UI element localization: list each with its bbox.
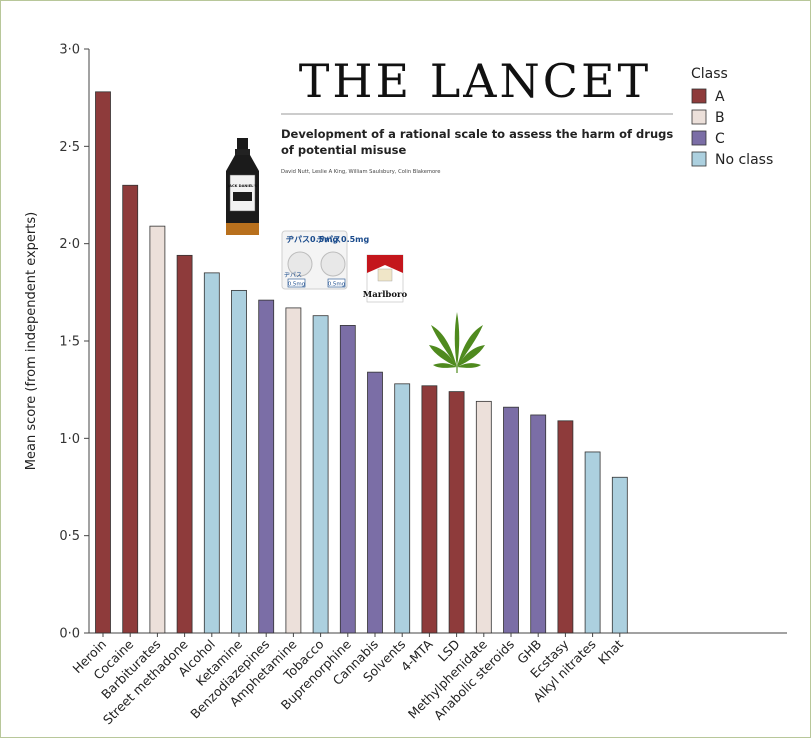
- bar-heroin: [95, 91, 111, 634]
- bar-street-methadone: [176, 254, 193, 634]
- bar-lsd: [448, 391, 465, 634]
- cigarette-pack-image: Marlboro: [363, 254, 408, 303]
- y-tick-label: 2·0: [59, 237, 80, 252]
- legend-swatch: [691, 109, 707, 125]
- bar-buprenorphine: [339, 325, 356, 634]
- y-tick-label: 1·0: [59, 432, 80, 447]
- bar-methylphenidate: [475, 400, 492, 634]
- whiskey-bottle-image: JACK DANIEL'S: [226, 138, 259, 235]
- legend-label: No class: [715, 152, 773, 168]
- legend-label: A: [715, 89, 725, 105]
- bar-ketamine: [231, 289, 247, 634]
- legend-label: B: [715, 110, 725, 126]
- bar-ghb: [530, 414, 547, 634]
- y-tick-label: 0·0: [59, 627, 80, 642]
- bar-tobacco: [312, 315, 329, 634]
- legend-swatch: [691, 130, 707, 146]
- pill-text-1: ヂパス0.5mg: [286, 234, 339, 244]
- y-ticks: 0·0 0·5 1·0 1·5 2·0 2·5 3·0: [59, 43, 89, 642]
- bar-barbiturates: [149, 225, 166, 634]
- cannabis-leaf-image: [429, 312, 485, 373]
- bar-ecstasy: [557, 420, 574, 634]
- paper-title-line-1: Development of a rational scale to asses…: [281, 127, 673, 141]
- bar-benzodiazepines: [258, 299, 275, 634]
- bar-cannabis: [367, 371, 383, 634]
- bar-4-mta: [421, 385, 438, 634]
- legend-swatch: [691, 88, 707, 104]
- pill-text-1b: ヂパス0.5mg: [317, 234, 370, 244]
- y-tick-label: 2·5: [59, 140, 80, 155]
- y-axis-label: Mean score (from independent experts): [24, 212, 39, 470]
- bar-khat: [611, 476, 628, 634]
- bar-solvents: [394, 383, 411, 634]
- journal-name: THE LANCET: [299, 54, 651, 108]
- bottle-label-text: JACK DANIEL'S: [227, 184, 258, 188]
- pack-brand-text: Marlboro: [363, 290, 408, 300]
- bars: [95, 91, 628, 634]
- legend: Class ABC No class: [691, 66, 773, 168]
- bar-cocaine: [122, 184, 139, 634]
- paper-authors: David Nutt, Leslie A King, William Sauls…: [281, 169, 440, 175]
- y-tick-label: 3·0: [59, 43, 80, 58]
- paper-title-line-2: of potential misuse: [281, 143, 406, 157]
- lancet-header: THE LANCET Development of a rational sca…: [281, 54, 673, 175]
- pill-blister-image: ヂパス0.5mg ヂパス0.5mg ヂパス 0.5mg 0.5mg: [281, 230, 370, 290]
- x-category-label: Khat: [595, 636, 626, 667]
- y-tick-label: 1·5: [59, 335, 80, 350]
- x-category-label: 4-MTA: [398, 636, 436, 674]
- legend-label: C: [715, 131, 725, 147]
- bar-alkyl-nitrates: [584, 451, 601, 634]
- pill-text-3b: 0.5mg: [328, 282, 346, 288]
- bar-alcohol: [203, 272, 220, 634]
- legend-swatch: [691, 151, 707, 167]
- legend-title: Class: [691, 66, 728, 82]
- bar-amphetamine: [285, 307, 302, 634]
- pill-text-2: ヂパス: [284, 272, 302, 279]
- y-tick-label: 0·5: [59, 529, 80, 544]
- bar-anabolic-steroids: [503, 406, 519, 634]
- pill-text-3: 0.5mg: [288, 282, 306, 288]
